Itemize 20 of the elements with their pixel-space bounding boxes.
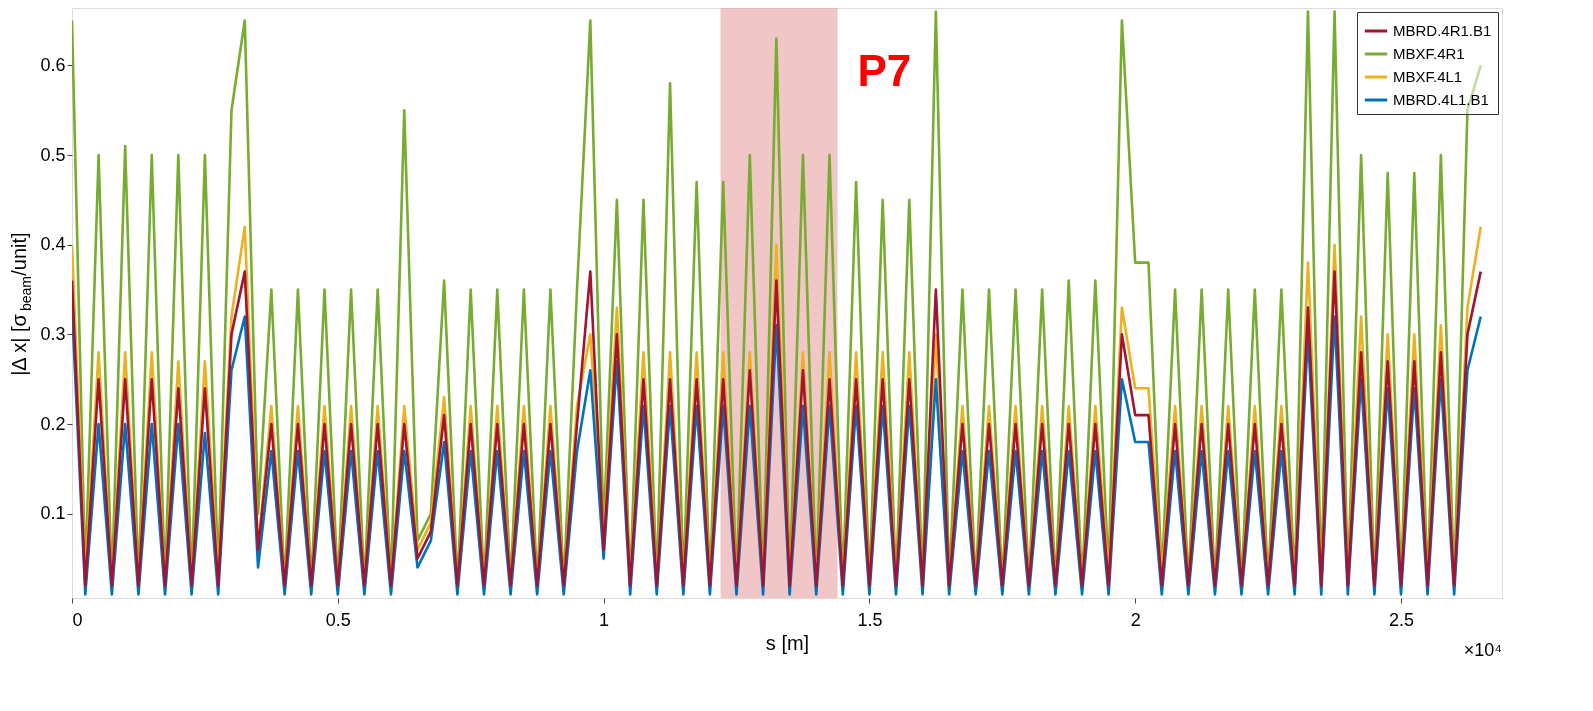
legend-label: MBRD.4L1.B1	[1393, 91, 1489, 108]
y-tick-label: 0.6	[40, 54, 66, 75]
legend-label: MBXF.4L1	[1393, 68, 1463, 85]
x-tick-label: 2.5	[1388, 609, 1415, 630]
y-axis-title: |Δ x| [σbeam/unit]	[8, 232, 34, 376]
x-axis-title: s [m]	[765, 631, 810, 654]
x-tick-label: 0	[72, 609, 83, 630]
x-tick-label: 0.5	[325, 609, 351, 630]
y-tick-label: 0.1	[40, 503, 66, 524]
text: ×10⁴	[1463, 640, 1502, 660]
x-tick-label: 1	[599, 609, 610, 630]
band-label: P7	[857, 46, 912, 95]
x-tick-label: 2	[1130, 609, 1141, 630]
legend-label: MBXF.4R1	[1393, 45, 1465, 62]
y-tick-label: 0.3	[40, 323, 66, 344]
x-tick-label: 1.5	[857, 609, 883, 630]
legend-label: MBRD.4R1.B1	[1393, 22, 1492, 39]
y-tick-label: 0.4	[40, 234, 66, 255]
y-tick-label: 0.5	[40, 144, 66, 165]
y-tick-label: 0.2	[40, 413, 66, 434]
